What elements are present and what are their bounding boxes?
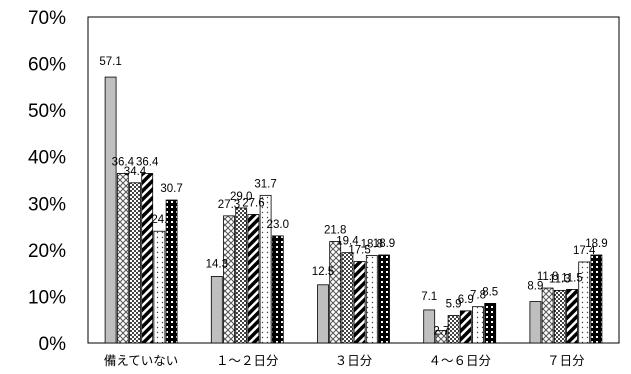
data-label: 17.5 (348, 245, 370, 257)
bar (484, 303, 497, 344)
data-label: 8.5 (482, 286, 498, 298)
data-label: 18.8 (361, 238, 383, 250)
data-label: 29.0 (230, 191, 252, 203)
y-tick-label: 30% (28, 194, 66, 215)
bar (447, 315, 460, 344)
data-label: 34.4 (124, 166, 147, 178)
data-label: 6.9 (458, 294, 474, 306)
bar (566, 289, 578, 344)
data-label: 19.4 (336, 236, 359, 248)
bar (435, 330, 448, 344)
data-label: 27.6 (242, 197, 264, 209)
data-label: 30.7 (160, 183, 182, 195)
y-tick-label: 0% (39, 334, 67, 355)
bar (104, 76, 117, 344)
data-label: 31.7 (254, 178, 276, 190)
plot-area (87, 16, 620, 344)
y-tick-label: 50% (28, 101, 66, 122)
bar (329, 241, 342, 344)
x-tick-label: １～２日分 (216, 353, 279, 368)
bar (153, 230, 166, 344)
x-tick-label: ４～６日分 (428, 353, 491, 368)
y-tick-label: 70% (28, 8, 66, 29)
data-label: 24. (151, 214, 167, 226)
data-label: 18.9 (585, 238, 607, 250)
bar (353, 261, 366, 344)
y-tick-label: 60% (28, 55, 66, 76)
bar (259, 194, 272, 344)
bar (459, 310, 472, 344)
data-label: 7.1 (421, 291, 437, 303)
data-label: 11.3 (549, 273, 571, 285)
x-tick-label: 備えていない (104, 353, 178, 368)
data-label: 5.9 (446, 299, 462, 311)
data-label: 57.1 (99, 56, 121, 68)
bar (378, 254, 390, 344)
y-tick-label: 20% (28, 241, 66, 262)
data-label: 7.8 (470, 290, 486, 302)
bar (223, 215, 235, 344)
bar (341, 252, 354, 344)
bar (472, 306, 484, 344)
data-label: 12.5 (312, 266, 334, 278)
data-label: 21.8 (324, 224, 346, 236)
x-tick-label: ７日分 (547, 353, 585, 368)
data-label: 36.4 (136, 156, 159, 168)
bar (271, 235, 284, 344)
bar (529, 301, 542, 344)
bar (578, 261, 591, 344)
bar (541, 287, 554, 344)
data-label: 18.9 (373, 238, 395, 250)
y-tick-label: 10% (28, 287, 66, 308)
data-label: 2.7 (433, 325, 449, 337)
data-label: 23.0 (267, 219, 289, 231)
bar (210, 276, 223, 344)
bar (423, 309, 436, 344)
data-label: 11.8 (537, 271, 559, 283)
bar (553, 289, 566, 344)
bar (116, 173, 129, 344)
data-label: 27.3 (218, 199, 240, 211)
bar (129, 182, 141, 344)
data-label: 17.4 (573, 245, 596, 257)
bar (317, 284, 329, 344)
data-label: 14.3 (206, 258, 228, 270)
data-label: 8.9 (527, 281, 543, 293)
bar (247, 214, 260, 344)
bar (235, 207, 248, 344)
bar (365, 255, 378, 344)
y-tick-label: 40% (28, 148, 66, 169)
bar (590, 254, 603, 344)
data-label: 11.5 (561, 272, 583, 284)
bar (165, 199, 178, 344)
x-tick-label: ３日分 (335, 353, 373, 368)
bar (141, 173, 154, 344)
data-label: 36.4 (112, 156, 135, 168)
